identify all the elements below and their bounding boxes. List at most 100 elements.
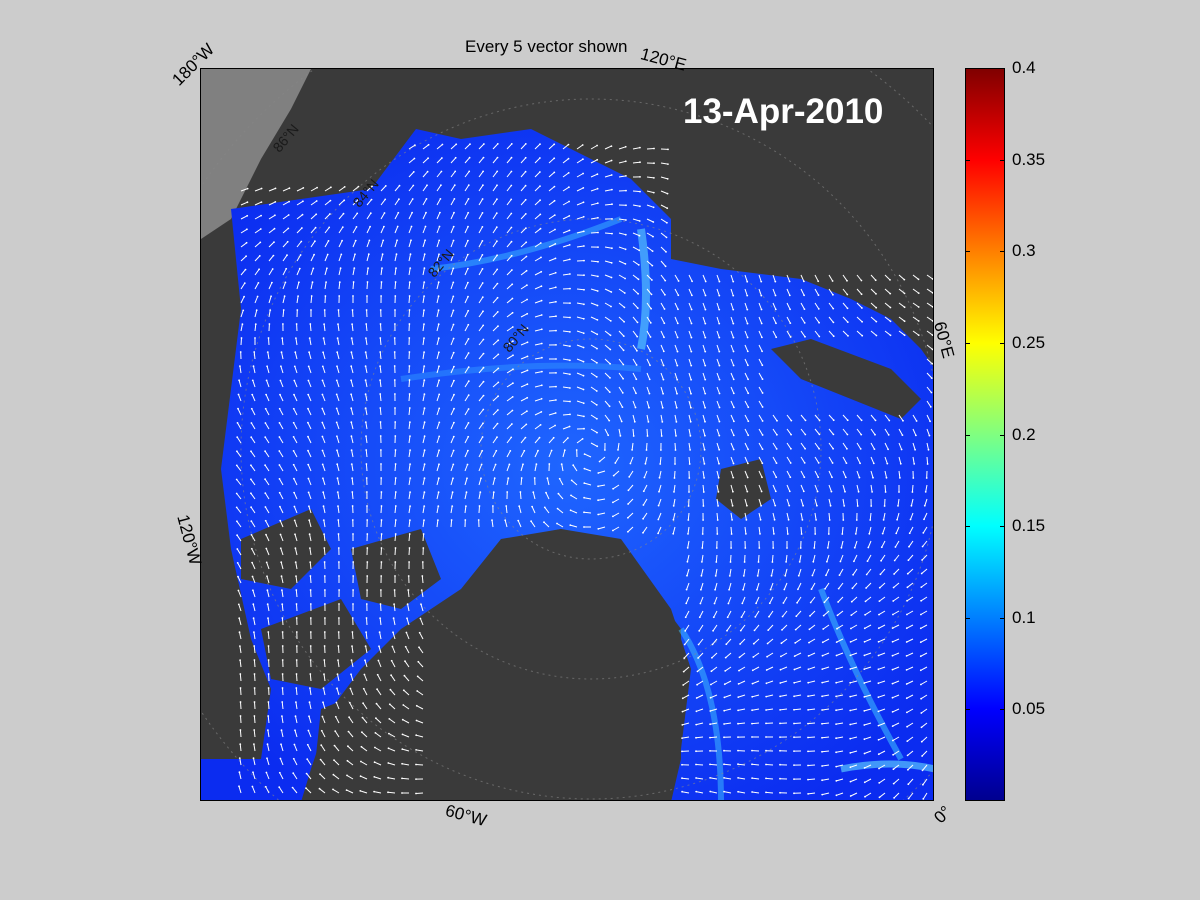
- drift-vector-head: [710, 683, 712, 686]
- drift-vector-head: [396, 225, 399, 228]
- drift-vector: [895, 526, 900, 534]
- drift-vector-head: [380, 505, 383, 507]
- drift-vector: [867, 540, 872, 548]
- drift-vector: [628, 484, 634, 491]
- drift-vector: [548, 399, 556, 402]
- drift-vector-head: [453, 211, 455, 214]
- drift-vector-head: [610, 159, 613, 162]
- drift-vector-head: [877, 738, 880, 741]
- drift-vector: [421, 575, 424, 584]
- drift-vector-head: [807, 668, 810, 671]
- drift-vector-head: [338, 575, 340, 577]
- drift-vector: [281, 590, 284, 598]
- drift-vector: [883, 512, 886, 520]
- drift-vector-head: [323, 631, 326, 633]
- colorbar-tick-mark: [965, 159, 970, 161]
- drift-vector-head: [695, 710, 698, 713]
- drift-vector-head: [765, 709, 767, 711]
- drift-vector-head: [379, 379, 381, 381]
- drift-vector-head: [667, 163, 669, 165]
- drift-vector: [715, 554, 718, 563]
- drift-vector-head: [761, 448, 764, 450]
- drift-vector: [659, 470, 662, 478]
- drift-vector: [926, 456, 929, 465]
- drift-vector-head: [401, 762, 403, 765]
- drift-vector: [584, 482, 592, 486]
- drift-vector: [408, 226, 412, 234]
- drift-vector-head: [364, 393, 367, 395]
- drift-vector-head: [264, 492, 267, 494]
- drift-vector-head: [737, 763, 739, 766]
- drift-vector-head: [689, 420, 692, 423]
- drift-vector-head: [351, 645, 353, 647]
- drift-vector: [772, 526, 775, 534]
- drift-vector-head: [711, 643, 714, 646]
- drift-vector: [321, 730, 326, 738]
- drift-vector-head: [582, 346, 585, 349]
- drift-vector: [254, 282, 259, 290]
- drift-vector: [659, 456, 662, 465]
- drift-vector: [716, 414, 720, 422]
- drift-vector-head: [383, 225, 385, 228]
- drift-vector: [520, 341, 528, 346]
- drift-vector: [380, 505, 382, 514]
- drift-vector-head: [690, 406, 692, 409]
- drift-vector-head: [280, 729, 283, 732]
- drift-vector: [906, 666, 914, 671]
- drift-vector: [632, 147, 640, 150]
- drift-vector-head: [510, 184, 513, 187]
- drift-vector-head: [480, 477, 482, 480]
- drift-vector: [365, 422, 368, 430]
- drift-vector-head: [252, 603, 255, 606]
- drift-vector-head: [526, 327, 529, 329]
- drift-vector-head: [414, 144, 416, 147]
- drift-vector: [408, 171, 415, 178]
- drift-vector: [292, 787, 298, 794]
- drift-vector: [660, 176, 668, 180]
- drift-vector: [612, 498, 620, 503]
- drift-vector-head: [891, 627, 894, 629]
- drift-vector: [786, 526, 789, 535]
- drift-vector-head: [350, 365, 353, 368]
- drift-vector: [562, 372, 570, 375]
- drift-vector-head: [906, 599, 908, 602]
- drift-vector-head: [610, 145, 613, 147]
- drift-vector: [422, 282, 425, 290]
- drift-vector-head: [761, 392, 764, 394]
- drift-vector: [921, 582, 928, 588]
- drift-vector: [419, 618, 424, 626]
- drift-vector: [236, 534, 242, 542]
- drift-vector: [598, 498, 606, 501]
- drift-vector: [534, 464, 537, 472]
- drift-vector: [618, 288, 626, 294]
- drift-vector-head: [879, 573, 882, 576]
- drift-vector: [590, 400, 598, 406]
- drift-vector-head: [496, 198, 498, 201]
- drift-vector: [752, 680, 760, 685]
- drift-vector: [266, 562, 270, 570]
- drift-vector: [800, 470, 805, 478]
- colorbar-tick-label: 0.25: [1012, 332, 1046, 352]
- drift-vector-head: [723, 696, 726, 699]
- drift-vector-head: [312, 267, 315, 270]
- drift-vector-head: [771, 561, 774, 563]
- drift-vector: [752, 791, 760, 794]
- drift-vector: [237, 562, 242, 570]
- drift-vector-head: [718, 322, 721, 325]
- drift-vector: [850, 764, 858, 768]
- drift-vector-head: [423, 435, 426, 438]
- drift-vector: [682, 736, 690, 739]
- drift-vector-head: [308, 533, 311, 536]
- drift-vector: [793, 722, 802, 724]
- drift-vector: [850, 638, 858, 643]
- drift-vector-head: [257, 282, 260, 284]
- drift-vector-head: [336, 337, 339, 339]
- drift-vector: [436, 324, 440, 332]
- drift-vector: [450, 464, 454, 472]
- drift-vector: [309, 702, 312, 710]
- drift-vector-head: [250, 520, 253, 522]
- drift-vector-head: [525, 255, 528, 258]
- drift-vector: [878, 764, 886, 769]
- drift-vector: [864, 610, 872, 616]
- drift-vector-head: [620, 420, 623, 423]
